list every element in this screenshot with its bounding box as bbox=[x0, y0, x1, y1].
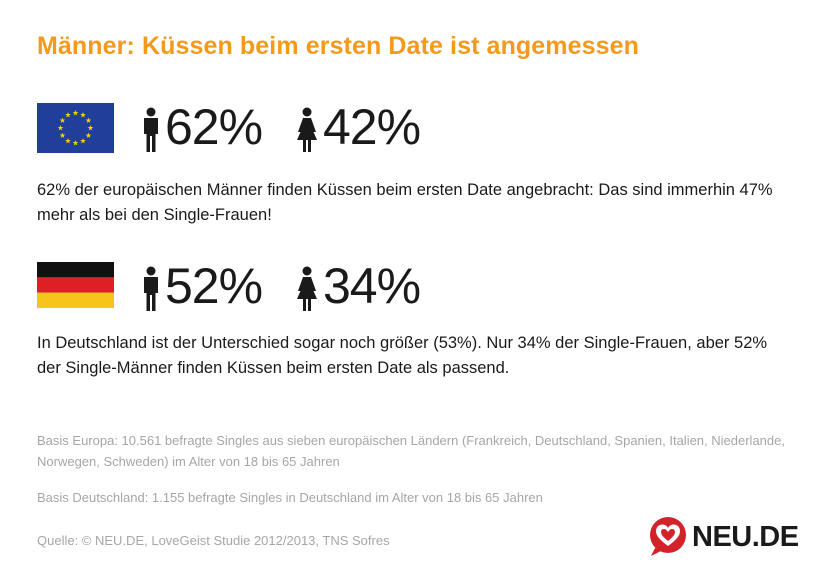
heart-logo-icon bbox=[648, 515, 688, 562]
eu-star bbox=[65, 137, 71, 144]
germany-women-percent: 34% bbox=[323, 258, 421, 314]
eu-star bbox=[87, 125, 94, 131]
man-icon bbox=[141, 107, 161, 158]
logo-text: NEU.DE bbox=[692, 521, 799, 553]
woman-icon bbox=[295, 266, 319, 317]
man-icon bbox=[141, 266, 161, 317]
europe-women-percent: 42% bbox=[323, 99, 421, 155]
europe-men-percent: 62% bbox=[165, 99, 263, 155]
eu-flag-icon bbox=[37, 103, 114, 153]
neu-de-logo: NEU.DE bbox=[648, 515, 808, 559]
source-note: Quelle: © NEU.DE, LoveGeist Studie 2012/… bbox=[37, 533, 390, 548]
eu-star bbox=[57, 125, 64, 131]
eu-star bbox=[59, 117, 66, 123]
europe-description: 62% der europäischen Männer finden Küsse… bbox=[37, 181, 773, 224]
eu-star bbox=[65, 112, 71, 118]
eu-star bbox=[72, 110, 79, 116]
german-flag-icon bbox=[37, 262, 114, 312]
basis-europe-note: Basis Europa: 10.561 befragte Singles au… bbox=[37, 433, 785, 469]
eu-star bbox=[59, 132, 66, 138]
page-title: Männer: Küssen beim ersten Date ist ange… bbox=[37, 32, 640, 60]
eu-star bbox=[85, 117, 92, 123]
germany-description: In Deutschland ist der Unterschied sogar… bbox=[37, 334, 768, 377]
eu-star bbox=[72, 140, 79, 146]
woman-icon bbox=[295, 107, 319, 158]
basis-germany-note: Basis Deutschland: 1.155 befragte Single… bbox=[37, 490, 543, 505]
eu-star bbox=[80, 112, 86, 118]
germany-men-percent: 52% bbox=[165, 258, 263, 314]
europe-stats: 62% 42% bbox=[37, 99, 797, 158]
germany-stats: 52% 34% bbox=[37, 258, 797, 317]
eu-star bbox=[85, 132, 92, 138]
eu-star bbox=[80, 137, 86, 144]
